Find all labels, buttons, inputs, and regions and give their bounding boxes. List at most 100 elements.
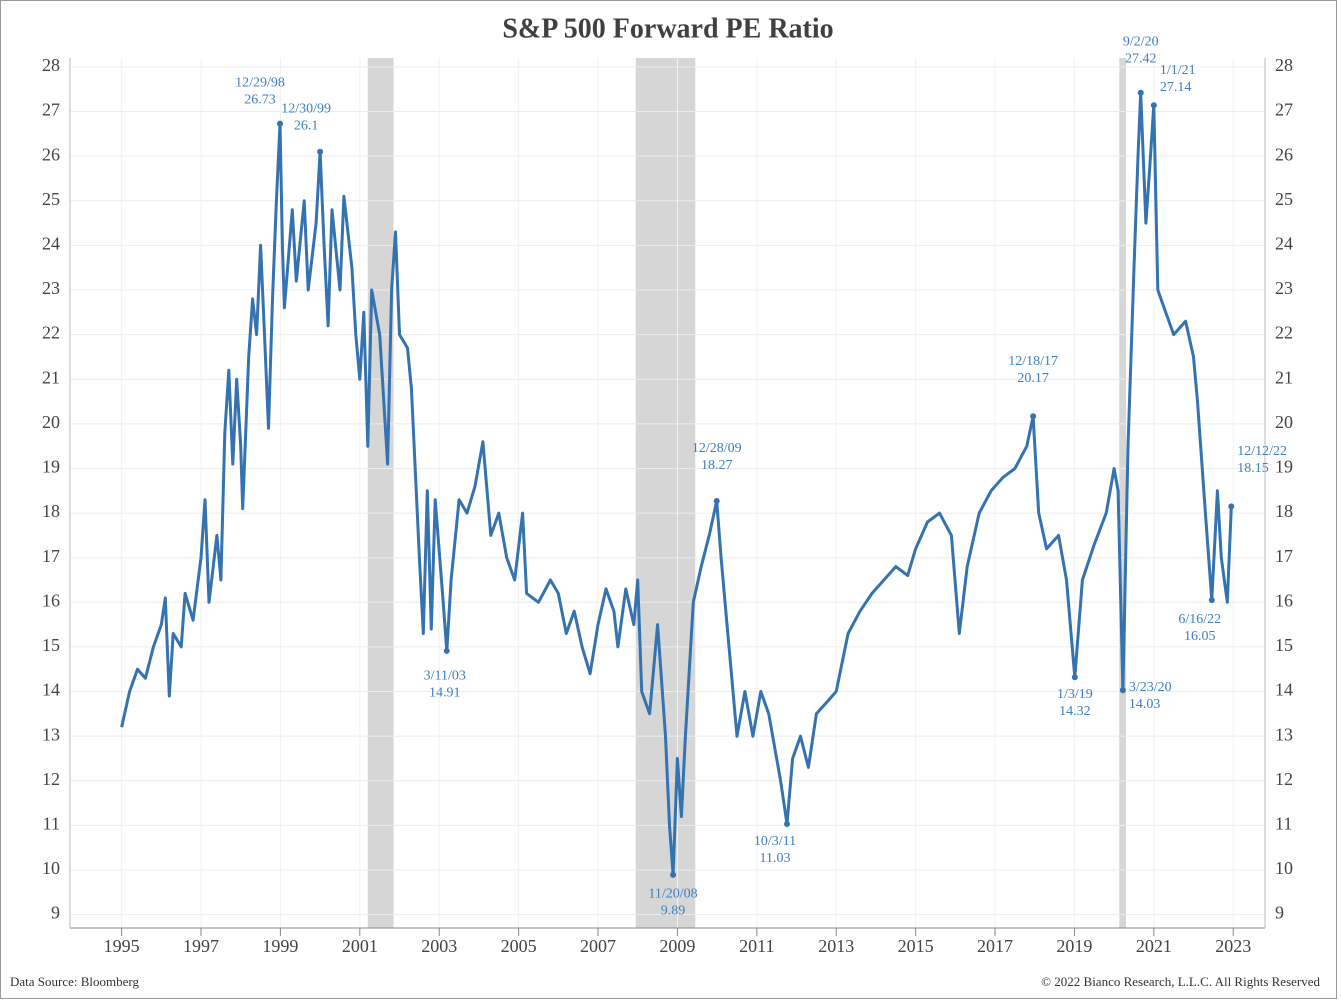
y2-tick-label: 16	[1275, 590, 1293, 610]
x-tick-label: 1999	[262, 936, 298, 956]
annotation-value: 26.1	[294, 118, 319, 133]
y-tick-label: 10	[42, 858, 60, 878]
annotation-value: 9.89	[661, 904, 686, 919]
y-tick-label: 20	[42, 412, 60, 432]
y2-tick-label: 12	[1275, 769, 1293, 789]
annotation-point	[1071, 674, 1078, 681]
annotation-date: 12/12/22	[1237, 444, 1287, 459]
annotation-point	[1137, 89, 1144, 96]
y2-tick-label: 14	[1275, 680, 1293, 700]
y2-tick-label: 9	[1275, 903, 1284, 923]
y2-tick-label: 20	[1275, 412, 1293, 432]
annotation-date: 12/28/09	[692, 441, 742, 456]
copyright-note: © 2022 Bianco Research, L.L.C. All Right…	[1041, 974, 1320, 989]
y-tick-label: 27	[42, 100, 60, 120]
y-tick-label: 13	[42, 724, 60, 744]
annotation-value: 18.15	[1237, 461, 1269, 476]
y-tick-label: 9	[51, 903, 60, 923]
x-tick-label: 2005	[501, 936, 537, 956]
y2-tick-label: 19	[1275, 457, 1293, 477]
x-tick-label: 2003	[421, 936, 457, 956]
annotation-date: 10/3/11	[754, 834, 796, 849]
y2-tick-label: 11	[1275, 814, 1292, 834]
annotation-value: 14.03	[1129, 697, 1161, 712]
y-tick-label: 14	[42, 680, 60, 700]
y-tick-label: 15	[42, 635, 60, 655]
annotation-date: 1/3/19	[1057, 687, 1093, 702]
y2-tick-label: 22	[1275, 323, 1293, 343]
annotation-point	[277, 120, 284, 127]
annotation-point	[1119, 687, 1126, 694]
annotation-date: 3/11/03	[424, 669, 466, 684]
annotation-date: 11/20/08	[648, 887, 697, 902]
annotation-date: 3/23/20	[1129, 680, 1172, 695]
y2-tick-label: 26	[1275, 144, 1293, 164]
y2-tick-label: 23	[1275, 278, 1293, 298]
y-tick-label: 18	[42, 501, 60, 521]
x-tick-label: 1997	[183, 936, 219, 956]
x-tick-label: 2013	[818, 936, 854, 956]
y-tick-label: 22	[42, 323, 60, 343]
annotation-point	[1150, 102, 1157, 109]
annotation-point	[317, 148, 324, 155]
x-tick-label: 2015	[898, 936, 934, 956]
y2-tick-label: 10	[1275, 858, 1293, 878]
y-tick-label: 25	[42, 189, 60, 209]
y2-tick-label: 27	[1275, 100, 1293, 120]
y2-tick-label: 15	[1275, 635, 1293, 655]
annotation-point	[443, 647, 450, 654]
source-note: Data Source: Bloomberg	[10, 974, 140, 989]
x-tick-label: 2021	[1136, 936, 1172, 956]
recession-band	[367, 58, 394, 928]
annotation-date: 12/29/98	[235, 75, 285, 90]
y-tick-label: 28	[42, 55, 60, 75]
y2-tick-label: 17	[1275, 546, 1293, 566]
x-tick-label: 2007	[580, 936, 616, 956]
annotation-point	[713, 498, 720, 505]
chart-title: S&P 500 Forward PE Ratio	[502, 13, 833, 44]
y-tick-label: 11	[43, 814, 60, 834]
y-tick-label: 16	[42, 590, 60, 610]
annotation-point	[1208, 597, 1215, 604]
annotation-value: 20.17	[1017, 371, 1049, 386]
annotation-value: 16.05	[1184, 629, 1216, 644]
annotation-value: 11.03	[760, 851, 791, 866]
y-tick-label: 17	[42, 546, 60, 566]
y2-tick-label: 28	[1275, 55, 1293, 75]
annotation-value: 27.42	[1125, 52, 1157, 67]
y-tick-label: 19	[42, 457, 60, 477]
annotation-point	[670, 871, 677, 878]
y2-tick-label: 24	[1275, 234, 1293, 254]
x-tick-label: 2017	[977, 936, 1013, 956]
y2-tick-label: 21	[1275, 367, 1293, 387]
recession-band	[1119, 58, 1127, 928]
x-tick-label: 2001	[342, 936, 378, 956]
annotation-date: 6/16/22	[1178, 612, 1221, 627]
annotation-point	[1030, 413, 1037, 420]
annotation-date: 12/18/17	[1008, 354, 1058, 369]
y-tick-label: 12	[42, 769, 60, 789]
annotation-date: 1/1/21	[1160, 63, 1196, 78]
y-tick-label: 26	[42, 144, 60, 164]
x-tick-label: 1995	[104, 936, 140, 956]
annotation-value: 14.91	[429, 686, 461, 701]
y-tick-label: 23	[42, 278, 60, 298]
y2-tick-label: 18	[1275, 501, 1293, 521]
x-tick-label: 2019	[1056, 936, 1092, 956]
y-tick-label: 21	[42, 367, 60, 387]
x-tick-label: 2011	[739, 936, 774, 956]
annotation-point	[1228, 503, 1235, 510]
annotation-value: 27.14	[1160, 80, 1192, 95]
annotation-date: 12/30/99	[281, 101, 331, 116]
annotation-date: 9/2/20	[1123, 35, 1159, 50]
y2-tick-label: 13	[1275, 724, 1293, 744]
recession-band	[635, 58, 696, 928]
x-tick-label: 2009	[659, 936, 695, 956]
annotation-value: 26.73	[244, 92, 276, 107]
annotation-value: 14.32	[1059, 704, 1091, 719]
x-tick-label: 2023	[1215, 936, 1251, 956]
annotation-value: 18.27	[701, 458, 733, 473]
y2-tick-label: 25	[1275, 189, 1293, 209]
annotation-point	[784, 821, 790, 828]
